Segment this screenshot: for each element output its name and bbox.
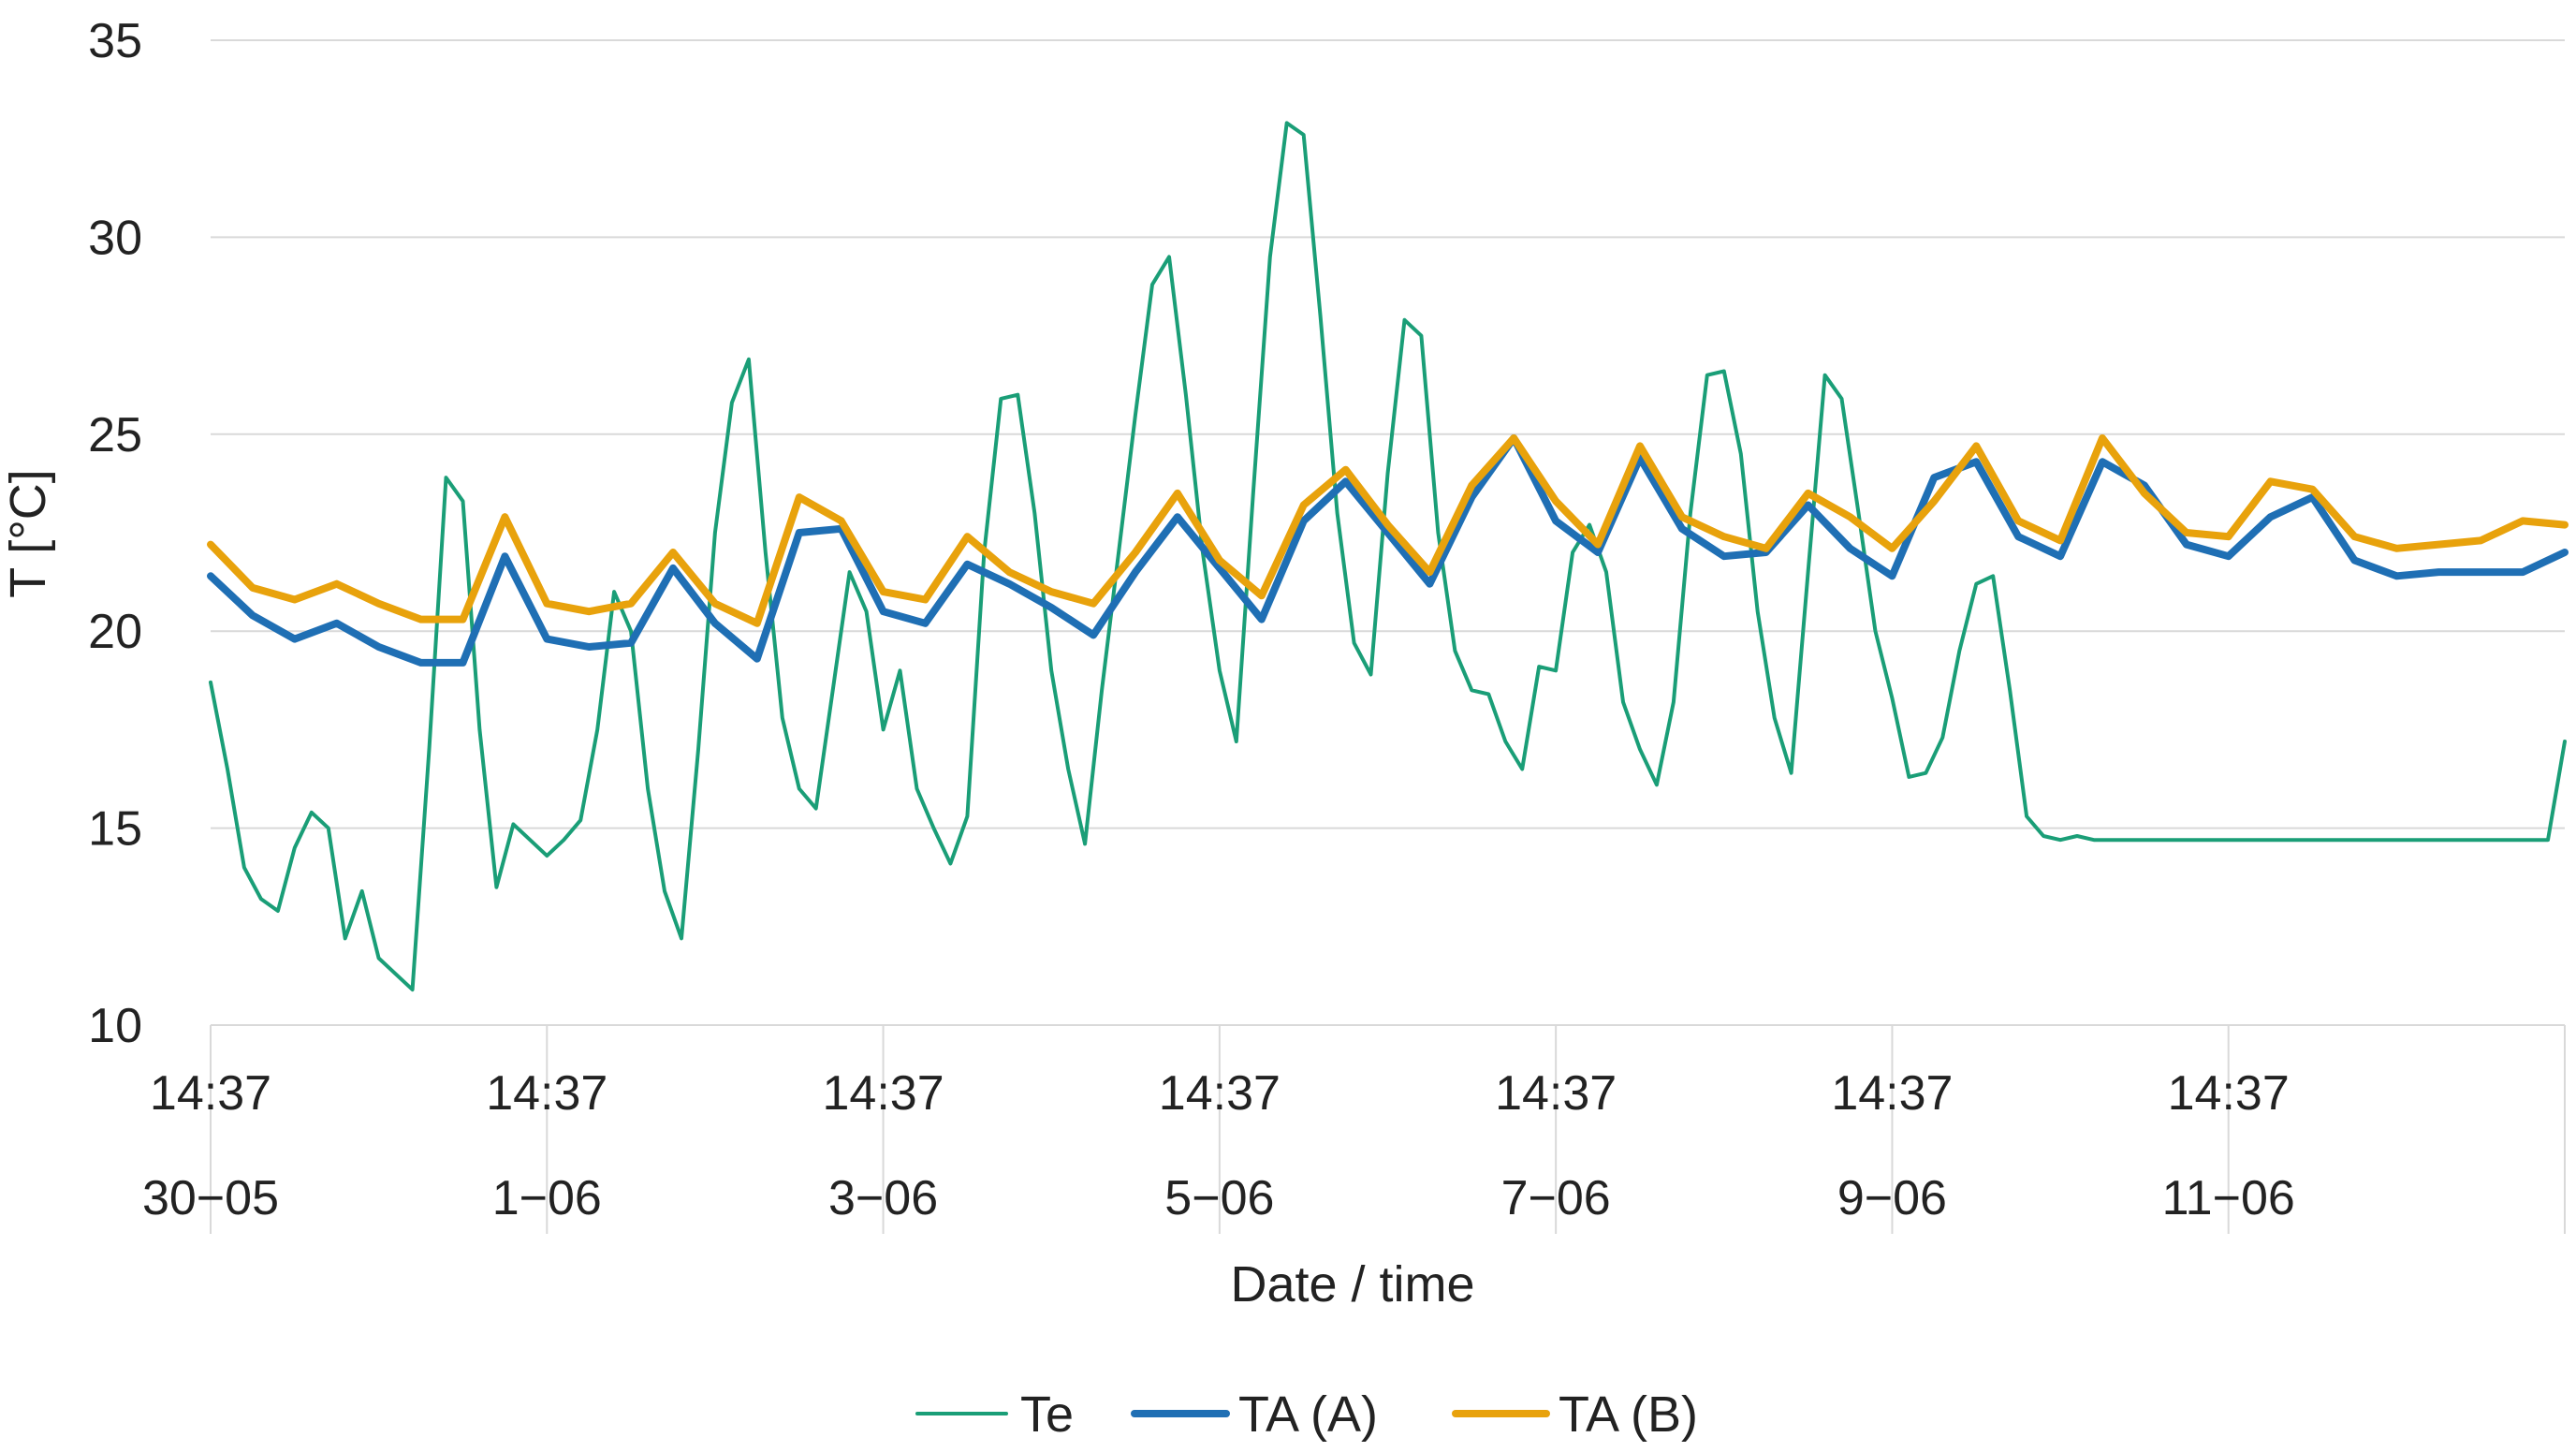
gridlines	[211, 39, 2565, 829]
x-tick-time-label: 14:37	[486, 1066, 607, 1121]
series-layer	[207, 121, 2569, 992]
x-tick-time-label: 14:37	[150, 1066, 271, 1121]
y-axis: 10 15 20 25 30 35	[88, 14, 142, 1053]
y-tick-label: 20	[88, 605, 142, 659]
y-tick-label: 10	[88, 999, 142, 1053]
y-tick-label: 15	[88, 802, 142, 857]
x-tick-date-label: 9−06	[1837, 1171, 1947, 1225]
x-axis-title: Date / time	[1230, 1256, 1474, 1313]
x-tick-date-label: 1−06	[492, 1171, 602, 1225]
x-tick-date-label: 30−05	[142, 1171, 279, 1225]
y-tick-label: 25	[88, 408, 142, 462]
x-axis: 14:37 30−05 14:37 1−06 14:37 3−06 14:37 5−06 14:…	[142, 1024, 2566, 1234]
x-tick-date-label: 11−06	[2162, 1171, 2295, 1225]
legend-label: TA (B)	[1559, 1386, 1698, 1443]
series-line-ta-b	[207, 434, 2569, 627]
series-line-ta-a	[207, 434, 2569, 667]
series-line-te	[209, 121, 2567, 992]
x-tick-time-label: 14:37	[1831, 1066, 1953, 1121]
y-tick-label: 30	[88, 211, 142, 265]
legend: Te TA (A) TA (B)	[915, 1386, 1698, 1443]
legend-label: TA (A)	[1238, 1386, 1378, 1443]
y-tick-label: 35	[88, 14, 142, 68]
x-tick-date-label: 5−06	[1164, 1171, 1274, 1225]
x-tick-date-label: 3−06	[828, 1171, 938, 1225]
x-tick-time-label: 14:37	[2168, 1066, 2290, 1121]
y-axis-title: T [°C]	[0, 469, 56, 598]
legend-label: Te	[1020, 1386, 1074, 1443]
x-tick-time-label: 14:37	[823, 1066, 944, 1121]
x-tick-time-label: 14:37	[1159, 1066, 1281, 1121]
x-tick-date-label: 7−06	[1501, 1171, 1611, 1225]
x-tick-time-label: 14:37	[1495, 1066, 1617, 1121]
